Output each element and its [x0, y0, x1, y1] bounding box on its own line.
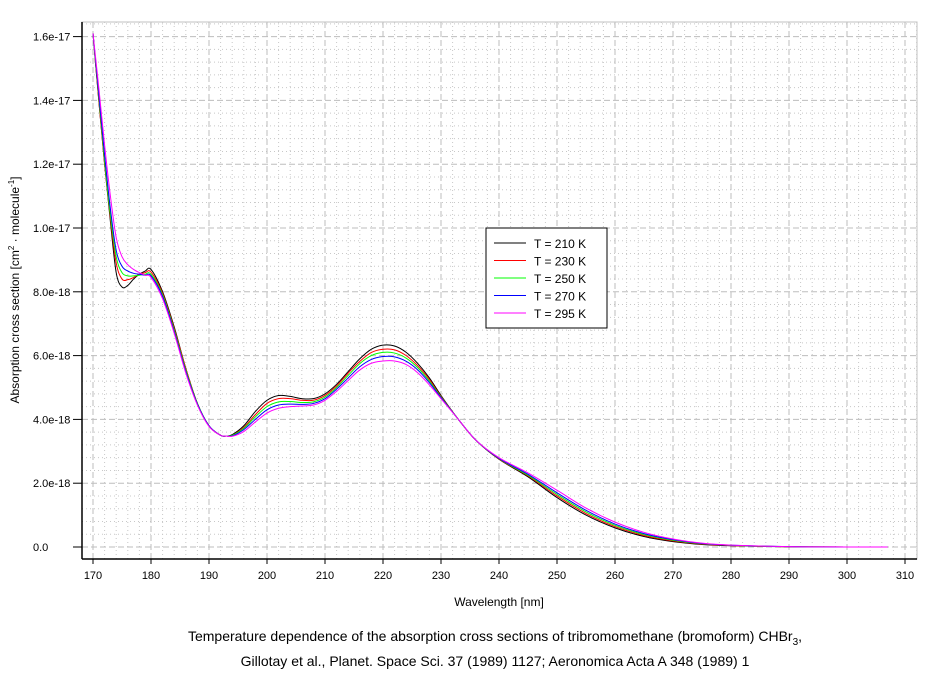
caption-line-2: Gillotay et al., Planet. Space Sci. 37 (…: [240, 653, 750, 669]
x-tick-label: 270: [664, 570, 682, 582]
y-tick-label: 1.2e-17: [33, 159, 70, 171]
series-lines: [92, 33, 888, 548]
x-tick-label: 170: [84, 570, 102, 582]
x-tick-label: 200: [258, 570, 276, 582]
legend-label: T = 270 K: [534, 290, 586, 304]
legend: T = 210 K T = 230 K T = 250 K T = 270 K T = …: [485, 227, 608, 329]
y-tick-label: 6.0e-18: [33, 351, 70, 363]
legend-label: T = 230 K: [534, 255, 586, 269]
x-tick-label: 190: [200, 570, 218, 582]
legend-label: T = 210 K: [534, 237, 586, 251]
legend-label: T = 295 K: [534, 307, 586, 321]
y-tick-label: 8.0e-18: [33, 287, 70, 299]
axes: 170 180 190 200 210 220 230 240 250 260 270 280 290 3…: [33, 22, 917, 582]
legend-label: T = 250 K: [534, 272, 586, 286]
x-axis-label: Wavelength [nm]: [454, 595, 544, 609]
series-line-250K: [92, 33, 888, 548]
x-tick-label: 280: [722, 570, 740, 582]
x-tick-label: 290: [780, 570, 798, 582]
x-tick-label: 260: [606, 570, 624, 582]
x-tick-label: 210: [316, 570, 334, 582]
y-tick-label: 1.4e-17: [33, 95, 70, 107]
x-tick-label: 180: [142, 570, 160, 582]
x-tick-label: 300: [838, 570, 856, 582]
x-tick-label: 230: [432, 570, 450, 582]
y-axis-label: Absorption cross section [cm2 · molecule…: [7, 176, 22, 403]
y-tick-label: 4.0e-18: [33, 414, 70, 426]
series-line-295K: [92, 33, 888, 548]
series-line-270K: [92, 33, 888, 548]
x-tick-label: 310: [896, 570, 914, 582]
x-tick-label: 250: [548, 570, 566, 582]
y-tick-label: 2.0e-18: [33, 478, 70, 490]
y-tick-label: 1.6e-17: [33, 32, 70, 44]
x-tick-label: 220: [374, 570, 392, 582]
y-tick-label: 1.0e-17: [33, 223, 70, 235]
x-tick-label: 240: [490, 570, 508, 582]
y-tick-label: 0.0: [33, 542, 48, 554]
grid: [81, 21, 918, 560]
caption-line-1: Temperature dependence of the absorption…: [187, 628, 803, 648]
